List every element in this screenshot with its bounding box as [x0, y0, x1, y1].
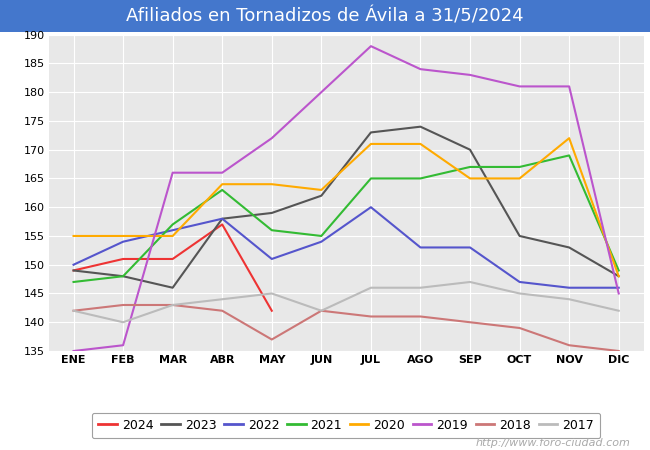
- Legend: 2024, 2023, 2022, 2021, 2020, 2019, 2018, 2017: 2024, 2023, 2022, 2021, 2020, 2019, 2018…: [92, 413, 601, 438]
- Text: http://www.foro-ciudad.com: http://www.foro-ciudad.com: [476, 438, 630, 448]
- Text: Afiliados en Tornadizos de Ávila a 31/5/2024: Afiliados en Tornadizos de Ávila a 31/5/…: [126, 7, 524, 25]
